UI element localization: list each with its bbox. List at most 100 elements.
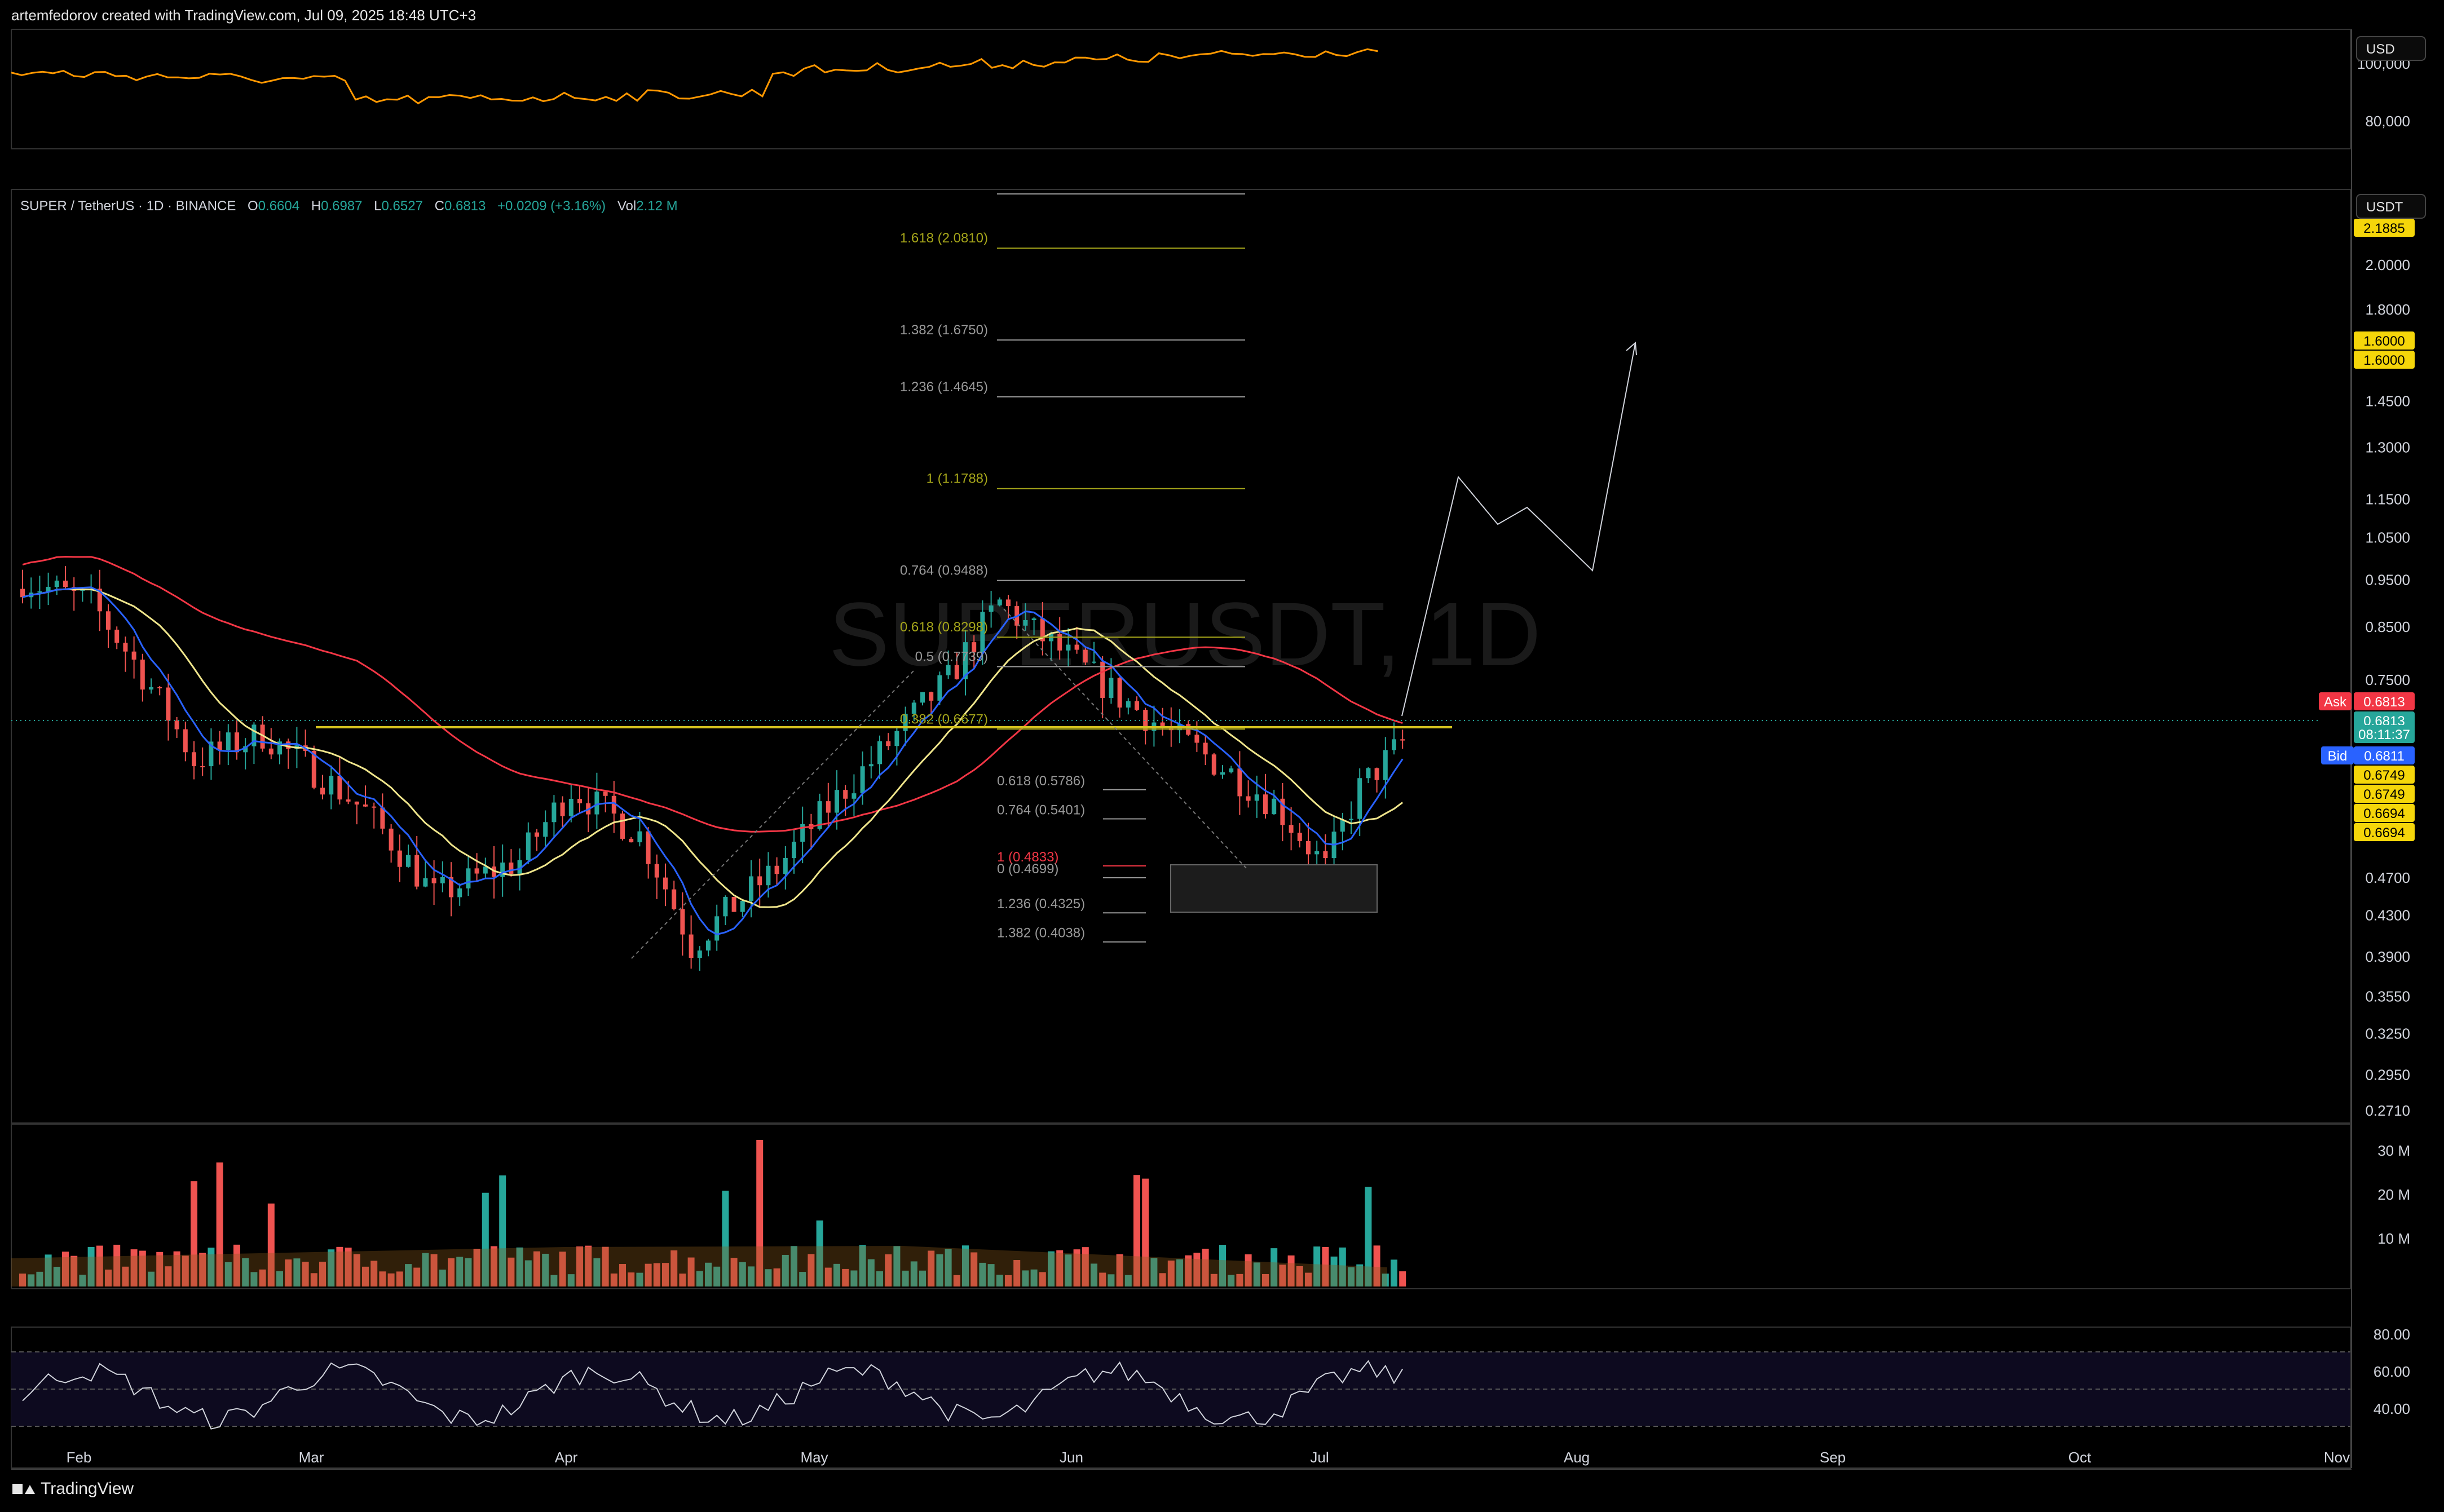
candle-body <box>509 862 514 874</box>
price-label-bg <box>2354 692 2415 710</box>
volume-bar <box>1108 1274 1115 1286</box>
candle-body <box>217 741 222 750</box>
candle-body <box>1074 644 1079 650</box>
candle-body <box>406 855 411 867</box>
volume-bar <box>1287 1255 1295 1286</box>
candle-body <box>886 741 891 746</box>
candle-body <box>954 665 959 679</box>
tradingview-logo[interactable]: TradingView <box>12 1479 134 1498</box>
compare-line <box>11 48 1378 105</box>
volume-ma-area <box>11 1246 1387 1286</box>
volume-bar <box>953 1275 960 1286</box>
x-tick-oct: Oct <box>2068 1449 2092 1466</box>
volume-bar <box>53 1267 60 1286</box>
volume-bar <box>96 1245 103 1286</box>
main-currency-button[interactable]: USDT <box>2356 194 2426 219</box>
price-label-bg <box>2354 785 2415 803</box>
candle-body <box>852 793 857 799</box>
candle-body <box>1254 794 1259 801</box>
volume-bar <box>987 1264 995 1286</box>
price-label: 0.6749 <box>2363 768 2405 783</box>
candle-body <box>500 862 505 877</box>
symbol-name[interactable]: SUPER / TetherUS · 1D · BINANCE <box>20 198 236 214</box>
candle-body <box>757 876 762 886</box>
candle-body <box>354 801 359 805</box>
volume-bar <box>1099 1272 1106 1286</box>
candle-body <box>843 790 848 799</box>
volume-bar <box>765 1269 772 1286</box>
fib-lower-label: 1.382 (0.4038) <box>997 926 1085 941</box>
candle-body <box>517 860 522 874</box>
volume-bar <box>1279 1265 1286 1286</box>
volume-bar <box>456 1257 464 1286</box>
volume-bar <box>1219 1245 1226 1286</box>
ma-long-line <box>22 555 1403 833</box>
projection-path <box>1401 342 1636 717</box>
volume-bar <box>1391 1259 1397 1286</box>
volume-bar <box>1245 1254 1252 1286</box>
volume-bar <box>387 1273 395 1286</box>
candle-body <box>1237 768 1242 797</box>
x-tick-jun: Jun <box>1060 1449 1083 1466</box>
candle-body <box>466 868 471 888</box>
volume-bar <box>1236 1274 1243 1286</box>
x-tick-sep: Sep <box>1820 1449 1846 1466</box>
volume-bar <box>1313 1246 1321 1286</box>
candle-body <box>131 651 136 660</box>
candle-body <box>835 790 839 813</box>
candle-body <box>166 687 171 721</box>
volume-bar <box>87 1246 95 1286</box>
compare-pane <box>11 29 2351 149</box>
candle-body <box>1160 722 1165 728</box>
volume-bar <box>267 1203 275 1286</box>
candle-body <box>568 799 573 816</box>
top-currency-button[interactable]: USD <box>2356 36 2426 61</box>
volume-bar <box>28 1274 35 1286</box>
candle-body <box>629 838 634 843</box>
candle-body <box>183 729 188 753</box>
x-tick-feb: Feb <box>67 1449 92 1466</box>
symbol-legend: SUPER / TetherUS · 1D · BINANCE O0.6604 … <box>20 198 678 214</box>
candle-body <box>114 629 120 643</box>
x-tick-may: May <box>800 1449 828 1466</box>
y-tick: 0.7500 <box>2365 671 2410 688</box>
candle-body <box>1066 644 1071 651</box>
candle-body <box>1383 750 1388 780</box>
y-tick: 1.0500 <box>2365 529 2410 546</box>
candle-body <box>1143 709 1148 731</box>
candle-body <box>1203 742 1208 755</box>
candle-body <box>440 877 445 883</box>
candle-body <box>1280 798 1285 825</box>
candle-body <box>946 665 951 675</box>
volume-bar <box>833 1263 840 1286</box>
candle-body <box>620 814 625 839</box>
target-zone-box <box>1170 864 1378 913</box>
candle-body <box>654 864 659 878</box>
volume-bar <box>1176 1259 1183 1286</box>
volume-bar <box>465 1258 472 1286</box>
volume-bar <box>1322 1247 1329 1286</box>
fib-upper-label: 0.382 (0.6677) <box>900 711 988 727</box>
volume-bar <box>430 1254 438 1286</box>
candle-body <box>903 714 908 731</box>
volume-bar <box>208 1248 215 1286</box>
x-tick-mar: Mar <box>299 1449 324 1466</box>
volume-bar <box>859 1245 866 1286</box>
candle-body <box>286 741 291 749</box>
volume-bar <box>473 1249 480 1286</box>
volume-bar <box>722 1191 729 1286</box>
candle-body <box>1263 794 1268 815</box>
candle-body <box>792 842 796 859</box>
volume-bar <box>182 1255 189 1286</box>
price-label: 0.6811 <box>2364 749 2405 764</box>
candle-body <box>20 589 25 598</box>
price-label-bg <box>2354 351 2415 369</box>
volume-bar <box>730 1258 738 1286</box>
price-label-bg <box>2321 746 2354 764</box>
candle-body <box>706 940 711 950</box>
volume-bar <box>1065 1254 1072 1286</box>
y-tick: 0.3250 <box>2365 1025 2410 1042</box>
candle-body <box>346 799 351 802</box>
price-label-bg <box>2319 692 2352 710</box>
